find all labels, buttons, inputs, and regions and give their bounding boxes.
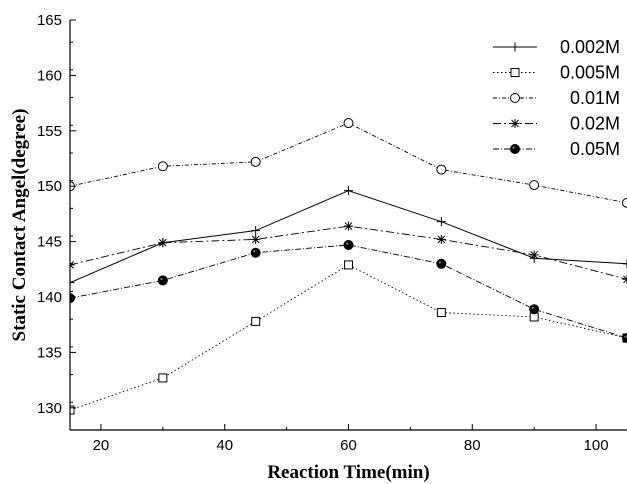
legend-label: 0.02M (570, 114, 620, 134)
x-axis-title: Reaction Time(min) (267, 462, 429, 483)
data-point (157, 275, 168, 286)
data-point (251, 226, 261, 236)
y-tick-label: 150 (37, 178, 62, 195)
y-tick-label: 135 (37, 344, 62, 361)
data-point (343, 239, 354, 250)
legend: 0.002M 0.005M 0.01M 0.02M 0.05M (493, 37, 620, 159)
y-tick-label: 155 (37, 123, 62, 140)
series-0.02M (70, 221, 627, 284)
data-point (70, 405, 75, 415)
data-point (622, 259, 627, 269)
x-tick-label: 20 (93, 437, 110, 454)
data-point (157, 161, 168, 172)
data-point (250, 156, 261, 167)
legend-item: 0.01M (493, 88, 620, 108)
data-point (436, 258, 447, 269)
series-0.002M (70, 186, 627, 288)
y-tick-label: 140 (37, 289, 62, 306)
tick-labels: 130 135 140 145 150 155 160 165 20 40 60 80 100 (37, 12, 609, 454)
x-tick-label: 100 (584, 437, 609, 454)
x-tick-label: 40 (216, 437, 233, 454)
data-point (622, 333, 627, 344)
data-point (529, 180, 540, 191)
data-point (344, 260, 353, 270)
legend-item: 0.002M (493, 37, 620, 57)
data-point (70, 278, 75, 288)
y-tick-label: 160 (37, 67, 62, 84)
data-point (250, 247, 261, 258)
legend-label: 0.05M (570, 139, 620, 159)
legend-label: 0.002M (560, 37, 620, 57)
axes (69, 19, 627, 431)
y-tick-label: 165 (37, 12, 62, 29)
data-point (70, 260, 75, 270)
legend-marker (510, 144, 520, 154)
legend-label: 0.005M (560, 63, 620, 83)
plot-area (70, 118, 627, 415)
legend-marker (510, 42, 520, 52)
data-point (622, 197, 627, 208)
x-tick-label: 60 (340, 437, 357, 454)
legend-item: 0.005M (493, 63, 620, 83)
y-axis-title: Static Contact Angel(degree) (9, 109, 30, 342)
data-point (622, 274, 627, 284)
series-line (70, 225, 627, 280)
legend-item: 0.05M (493, 139, 620, 159)
data-point (70, 293, 75, 304)
data-point (158, 373, 168, 383)
legend-marker (510, 68, 520, 77)
data-point (529, 304, 540, 315)
legend-marker (510, 93, 520, 103)
data-point (344, 221, 353, 231)
data-point (436, 164, 447, 175)
data-point (344, 186, 353, 196)
legend-label: 0.01M (570, 88, 620, 108)
series-0.01M (70, 118, 627, 208)
y-tick-label: 145 (37, 234, 62, 251)
y-tick-label: 130 (37, 400, 62, 417)
series-0.005M (70, 260, 627, 415)
data-point (436, 308, 446, 318)
data-point (251, 234, 261, 244)
data-point (343, 118, 354, 129)
series-line (70, 264, 627, 411)
data-point (251, 316, 261, 326)
data-point (436, 234, 446, 244)
x-tick-label: 80 (464, 437, 481, 454)
data-point (529, 250, 539, 260)
data-point (158, 238, 168, 248)
legend-item: 0.02M (493, 114, 620, 134)
data-point (436, 217, 446, 227)
series-0.05M (70, 239, 627, 344)
legend-marker (510, 119, 520, 128)
